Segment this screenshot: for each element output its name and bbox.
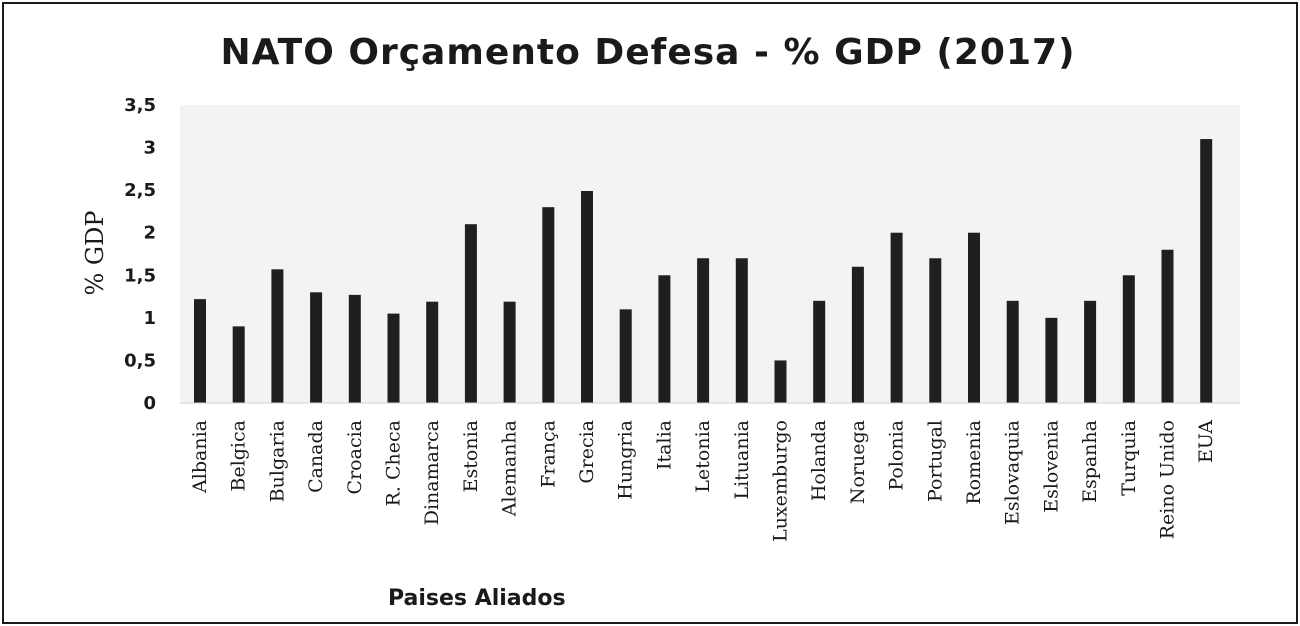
bar-albania: [194, 299, 206, 403]
bar-espanha: [1084, 300, 1097, 403]
x-tick-label: Alemanha: [499, 420, 521, 517]
x-tick-label: Noruega: [847, 420, 869, 504]
x-tick-label: Luxemburgo: [770, 420, 792, 542]
bar-lituania: [735, 258, 748, 403]
x-tick-label: Holanda: [808, 420, 830, 501]
plot-area: [180, 105, 1240, 403]
y-tick-label: 0: [143, 393, 156, 414]
bar-canada: [310, 292, 323, 403]
bar-eslovaquia: [1006, 300, 1019, 403]
y-tick-label: 2: [143, 223, 156, 244]
x-tick-label: Turquia: [1118, 420, 1140, 496]
x-tick-label: Estonia: [460, 420, 482, 492]
bar-dinamarca: [426, 301, 439, 403]
bar-portugal: [929, 258, 942, 403]
bar-noruega: [851, 266, 864, 403]
y-tick-label: 3,5: [124, 95, 156, 116]
bar-holanda: [813, 300, 826, 403]
x-tick-label: Belgica: [228, 420, 250, 492]
bar-italia: [658, 275, 671, 403]
bar-croacia: [348, 294, 361, 403]
bar-alemanha: [503, 301, 516, 403]
x-tick-label: Hungria: [615, 420, 637, 500]
x-tick-label: Bulgaria: [266, 420, 288, 502]
y-tick-label: 1,5: [124, 265, 156, 286]
x-tick-label: Espanha: [1079, 420, 1101, 503]
x-axis-title: Paises Aliados: [388, 586, 566, 611]
bar-letonia: [697, 258, 710, 403]
bar-polonia: [890, 232, 903, 403]
bar-belgica: [232, 326, 245, 403]
x-tick-label: França: [537, 420, 559, 488]
x-tick-label: Grecia: [576, 420, 598, 484]
bar-bulgaria: [271, 269, 284, 403]
x-tick-label: Romenia: [963, 420, 985, 505]
x-tick-label: Canada: [305, 420, 327, 493]
x-tick-label: Reino Unido: [1157, 420, 1179, 539]
bar-estonia: [464, 224, 477, 403]
x-tick-label: Portugal: [924, 420, 946, 502]
bar-eua: [1200, 139, 1213, 404]
x-tick-label: Eslovenia: [1040, 420, 1062, 513]
y-tick-label: 3: [143, 138, 156, 159]
bar-romenia: [968, 232, 980, 403]
x-tick-label: Polonia: [886, 420, 908, 491]
x-tick-label: Albania: [189, 420, 211, 494]
bar-grecia: [581, 190, 593, 403]
x-tick-label: Eslovaquia: [1002, 420, 1024, 525]
bar-eslovenia: [1045, 317, 1058, 403]
bar-reino-unido: [1161, 249, 1174, 403]
y-tick-label: 0,5: [124, 350, 156, 371]
y-tick-label: 1: [143, 308, 156, 329]
x-tick-label: Lituania: [731, 420, 753, 500]
bar-luxemburgo: [774, 360, 787, 403]
x-tick-label: R. Checa: [383, 420, 405, 506]
bar-fran-a: [542, 207, 555, 403]
chart-title: NATO Orçamento Defesa - % GDP (2017): [220, 32, 1076, 73]
x-tick-label: Dinamarca: [421, 420, 443, 525]
x-tick-label: Croacia: [344, 420, 366, 494]
bar-turquia: [1122, 275, 1135, 403]
y-tick-label: 2,5: [124, 180, 156, 201]
x-tick-label: Letonia: [692, 420, 714, 493]
bar-r-checa: [387, 313, 400, 403]
x-tick-label: EUA: [1195, 420, 1217, 463]
bar-hungria: [619, 309, 632, 403]
x-tick-label: Italia: [653, 420, 675, 470]
